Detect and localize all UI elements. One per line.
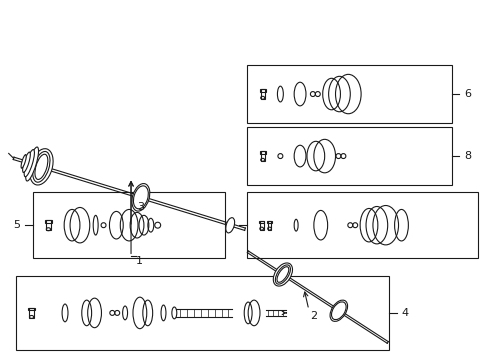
- Bar: [46, 220, 50, 230]
- Ellipse shape: [331, 302, 346, 320]
- Bar: [260, 151, 264, 161]
- Bar: [258, 221, 264, 223]
- Ellipse shape: [227, 221, 232, 229]
- Ellipse shape: [273, 263, 292, 286]
- Ellipse shape: [35, 154, 48, 180]
- Ellipse shape: [22, 152, 30, 172]
- Ellipse shape: [26, 147, 39, 181]
- Text: 3: 3: [137, 202, 143, 212]
- Bar: [246, 65, 450, 123]
- Text: 6: 6: [464, 89, 470, 99]
- Text: 1: 1: [136, 256, 142, 266]
- Ellipse shape: [33, 152, 50, 182]
- Ellipse shape: [30, 149, 53, 185]
- Bar: [28, 308, 35, 310]
- Ellipse shape: [132, 184, 149, 211]
- Text: 5: 5: [13, 220, 20, 230]
- Bar: [33, 192, 225, 258]
- Bar: [259, 151, 265, 154]
- Text: 2: 2: [309, 311, 317, 321]
- Bar: [260, 89, 264, 99]
- Text: 4: 4: [401, 308, 408, 318]
- Bar: [45, 220, 51, 223]
- Ellipse shape: [276, 267, 288, 282]
- Bar: [246, 127, 450, 185]
- Ellipse shape: [226, 220, 233, 231]
- Bar: [246, 192, 477, 258]
- Bar: [259, 221, 263, 230]
- Text: 8: 8: [464, 151, 470, 161]
- Bar: [266, 221, 272, 223]
- Bar: [29, 308, 34, 318]
- Ellipse shape: [275, 265, 290, 284]
- Bar: [16, 276, 388, 350]
- Ellipse shape: [24, 149, 34, 177]
- Ellipse shape: [225, 218, 234, 233]
- Text: 7: 7: [226, 220, 234, 230]
- Ellipse shape: [329, 300, 347, 321]
- Ellipse shape: [133, 186, 148, 209]
- Ellipse shape: [21, 155, 26, 168]
- Bar: [267, 221, 271, 230]
- Bar: [259, 89, 265, 92]
